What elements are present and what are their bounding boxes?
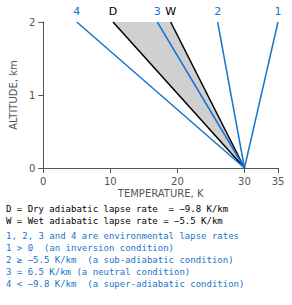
svg-text:4 < −9.8 K/km (a super-adiaba: 4 < −9.8 K/km (a super-adiabatic conditi… — [6, 279, 244, 289]
svg-text:W = Wet adiabatic lapse rate =: W = Wet adiabatic lapse rate = −5.5 K/km — [6, 216, 223, 226]
svg-text:2: 2 — [214, 5, 221, 18]
svg-text:10: 10 — [104, 176, 117, 187]
svg-text:D: D — [109, 5, 117, 18]
svg-text:3 = 6.5 K/km (a neutral condit: 3 = 6.5 K/km (a neutral condition) — [6, 267, 190, 277]
svg-text:TEMPERATURE, K: TEMPERATURE, K — [117, 188, 204, 199]
svg-text:1: 1 — [29, 90, 35, 101]
svg-text:30: 30 — [238, 176, 251, 187]
svg-text:2 ≥ −5.5 K/km (a sub-adiabati: 2 ≥ −5.5 K/km (a sub-adiabatic condition… — [6, 255, 234, 265]
svg-text:20: 20 — [171, 176, 184, 187]
svg-text:D = Dry adiabatic lapse rate: D = Dry adiabatic lapse rate = −9.8 K/km — [6, 204, 228, 214]
svg-text:1: 1 — [275, 5, 282, 18]
svg-text:ALTITUDE, km: ALTITUDE, km — [8, 60, 19, 129]
svg-text:1 > 0 (an inversion condition: 1 > 0 (an inversion condition) — [6, 243, 174, 253]
svg-text:3: 3 — [154, 5, 161, 18]
svg-text:W: W — [165, 5, 176, 18]
svg-text:35: 35 — [272, 176, 285, 187]
svg-text:2: 2 — [29, 17, 35, 28]
svg-text:0: 0 — [40, 176, 46, 187]
svg-text:0: 0 — [29, 163, 35, 174]
svg-text:1, 2, 3 and 4 are environmenta: 1, 2, 3 and 4 are environmental lapse ra… — [6, 231, 239, 241]
svg-text:4: 4 — [73, 5, 80, 18]
